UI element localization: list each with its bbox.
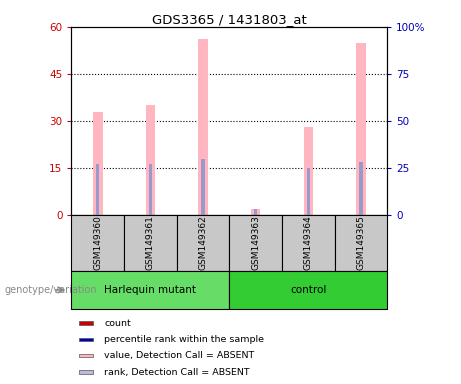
Text: value, Detection Call = ABSENT: value, Detection Call = ABSENT — [104, 351, 254, 360]
Text: GSM149365: GSM149365 — [356, 215, 366, 270]
Text: GSM149364: GSM149364 — [304, 215, 313, 270]
Text: Harlequin mutant: Harlequin mutant — [104, 285, 196, 295]
Bar — [149, 164, 152, 215]
Bar — [229, 215, 282, 271]
Bar — [201, 159, 205, 215]
Bar — [124, 215, 177, 271]
Bar — [254, 210, 257, 215]
Text: GSM149360: GSM149360 — [93, 215, 102, 270]
Bar — [198, 40, 208, 215]
Bar — [79, 354, 93, 358]
Bar — [303, 127, 313, 215]
Bar — [335, 215, 387, 271]
Bar — [251, 209, 260, 215]
Bar — [79, 338, 93, 341]
Bar — [282, 215, 335, 271]
Text: control: control — [290, 285, 326, 295]
Bar — [71, 215, 124, 271]
Bar — [79, 321, 93, 325]
Text: count: count — [104, 319, 131, 328]
Text: genotype/variation: genotype/variation — [5, 285, 97, 295]
Bar — [79, 370, 93, 374]
Bar — [307, 168, 310, 215]
Text: GSM149363: GSM149363 — [251, 215, 260, 270]
Bar — [229, 271, 387, 309]
Bar — [96, 164, 100, 215]
Bar — [146, 105, 155, 215]
Bar — [93, 112, 102, 215]
Text: GSM149361: GSM149361 — [146, 215, 155, 270]
Title: GDS3365 / 1431803_at: GDS3365 / 1431803_at — [152, 13, 307, 26]
Bar — [254, 209, 257, 215]
Text: percentile rank within the sample: percentile rank within the sample — [104, 335, 264, 344]
Bar — [177, 215, 229, 271]
Bar — [359, 162, 362, 215]
Text: GSM149362: GSM149362 — [199, 215, 207, 270]
Text: rank, Detection Call = ABSENT: rank, Detection Call = ABSENT — [104, 367, 250, 376]
Bar — [356, 43, 366, 215]
Bar — [71, 271, 229, 309]
